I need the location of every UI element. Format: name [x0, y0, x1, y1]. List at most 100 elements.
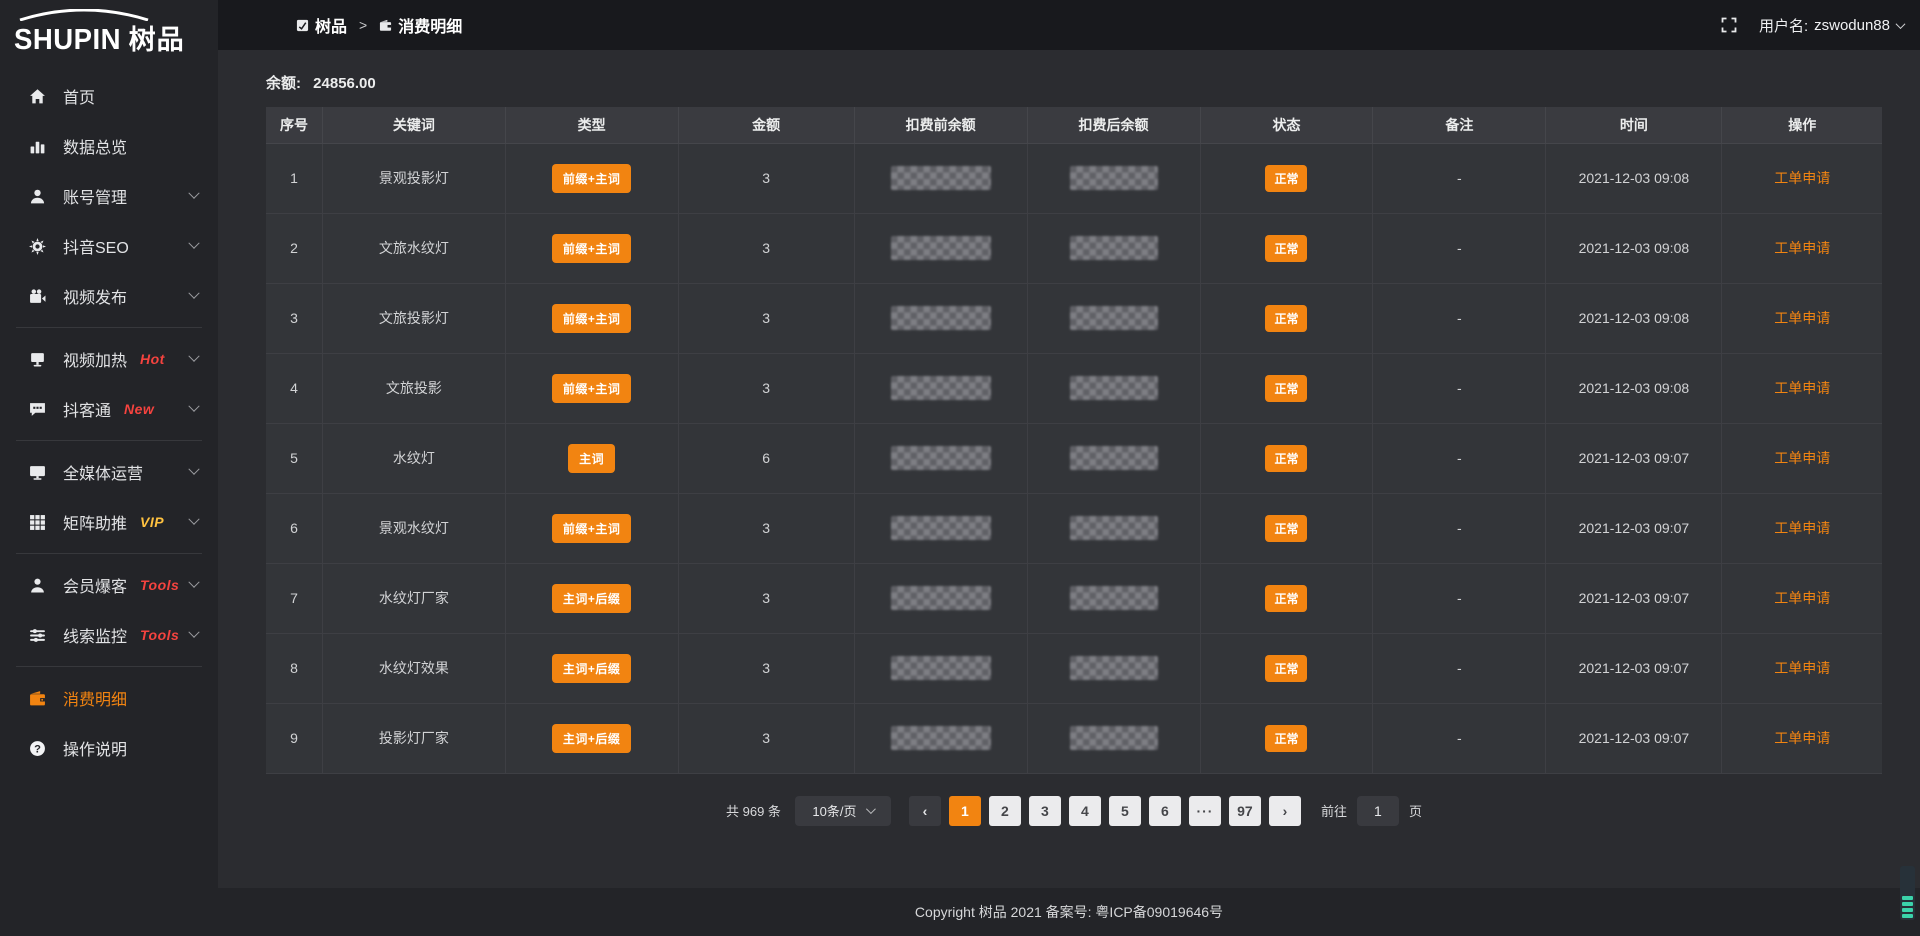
logo-arc [19, 9, 149, 21]
ticket-apply-link[interactable]: 工单申请 [1774, 170, 1831, 186]
sidebar-item-all-media[interactable]: 全媒体运营 [0, 447, 218, 497]
sidebar-item-label: 会员爆客 [63, 579, 128, 596]
status-badge: 正常 [1265, 654, 1308, 682]
chevron-down-icon [188, 237, 200, 249]
sidebar-item-member-tools[interactable]: 会员爆客 Tools [0, 560, 218, 610]
sidebar-item-douketong[interactable]: 抖客通 New [0, 384, 218, 434]
member-icon [28, 576, 46, 594]
pagination: 共 969 条 10条/页 ‹ 1 2 3 4 5 6 ··· 97 › 前往 … [266, 795, 1882, 826]
balance: 余额: 24856.00 [266, 70, 1882, 93]
cell-no: 7 [266, 562, 324, 634]
ticket-apply-link[interactable]: 工单申请 [1774, 520, 1831, 536]
breadcrumb-item-home[interactable]: 树品 [296, 13, 347, 37]
cell-balance-after [1026, 352, 1201, 424]
sidebar-item-data-overview[interactable]: 数据总览 [0, 121, 218, 171]
cell-balance-before [853, 142, 1028, 214]
cell-action: 工单申请 [1721, 562, 1882, 634]
more-pages-button[interactable]: ··· [1188, 795, 1221, 826]
sidebar-item-consumption-detail[interactable]: 消费明细 [0, 673, 218, 723]
type-badge: 前缀+主词 [551, 233, 632, 263]
sidebar-divider [16, 666, 202, 667]
cell-keyword: 投影灯厂家 [322, 702, 506, 774]
ticket-apply-link[interactable]: 工单申请 [1774, 310, 1831, 326]
cell-status: 正常 [1199, 562, 1374, 634]
page-button-1[interactable]: 1 [948, 795, 981, 826]
cell-time: 2021-12-03 09:08 [1545, 142, 1723, 214]
breadcrumb: 树品 > 消费明细 [296, 13, 462, 37]
cell-action: 工单申请 [1721, 492, 1882, 564]
page-button-5[interactable]: 5 [1108, 795, 1141, 826]
cell-amount: 3 [677, 142, 855, 214]
username-label: 用户名: [1758, 17, 1809, 35]
page-size-select[interactable]: 10条/页 [794, 795, 891, 826]
breadcrumb-item-current[interactable]: 消费明细 [379, 13, 462, 37]
col-balance-before: 扣费前余额 [853, 107, 1028, 144]
cell-type: 前缀+主词 [504, 492, 679, 564]
page-button-97[interactable]: 97 [1228, 795, 1261, 826]
cell-status: 正常 [1199, 702, 1374, 774]
table-header-row: 序号 关键词 类型 金额 扣费前余额 扣费后余额 状态 备注 时间 操作 [266, 107, 1882, 144]
ticket-apply-link[interactable]: 工单申请 [1774, 240, 1831, 256]
sidebar-item-label: 首页 [63, 90, 96, 107]
page-button-2[interactable]: 2 [988, 795, 1021, 826]
cell-type: 前缀+主词 [504, 142, 679, 214]
ticket-apply-link[interactable]: 工单申请 [1774, 590, 1831, 606]
sidebar-item-video-heat[interactable]: 视频加热 Hot [0, 334, 218, 384]
monitor-icon [28, 463, 46, 481]
status-badge: 正常 [1265, 304, 1308, 332]
cell-balance-before [853, 422, 1028, 494]
cell-type: 前缀+主词 [504, 282, 679, 354]
sidebar-item-lead-monitor[interactable]: 线索监控 Tools [0, 610, 218, 660]
page-button-4[interactable]: 4 [1068, 795, 1101, 826]
sidebar-item-instructions[interactable]: ? 操作说明 [0, 723, 218, 773]
sidebar-item-label: 抖客通 [63, 403, 112, 420]
cell-remark: - [1372, 422, 1547, 494]
cell-balance-after [1026, 212, 1201, 284]
balance-value: 24856.00 [313, 75, 376, 92]
sidebar-item-matrix-boost[interactable]: 矩阵助推 VIP [0, 497, 218, 547]
ticket-apply-link[interactable]: 工单申请 [1774, 450, 1831, 466]
cell-status: 正常 [1199, 142, 1374, 214]
col-action: 操作 [1721, 107, 1882, 144]
next-page-button[interactable]: › [1268, 795, 1301, 826]
sidebar-item-video-publish[interactable]: 视频发布 [0, 271, 218, 321]
sidebar-item-account-management[interactable]: 账号管理 [0, 171, 218, 221]
page-button-3[interactable]: 3 [1028, 795, 1061, 826]
type-badge: 主词+后缀 [551, 723, 632, 753]
goto-suffix: 页 [1408, 804, 1422, 819]
masked-balance-before [890, 586, 991, 610]
type-badge: 主词+后缀 [551, 653, 632, 683]
cell-balance-after [1026, 422, 1201, 494]
cell-balance-after [1026, 562, 1201, 634]
side-widget[interactable] [1900, 866, 1915, 920]
table-row: 2 文旅水纹灯 前缀+主词 3 正常 - 2021-12-03 09:08 工单… [266, 212, 1882, 284]
cell-action: 工单申请 [1721, 422, 1882, 494]
cell-keyword: 文旅投影 [322, 352, 506, 424]
tools-badge: Tools [140, 577, 180, 593]
sidebar-item-douyin-seo[interactable]: 抖音SEO [0, 221, 218, 271]
hot-badge: Hot [140, 351, 165, 367]
page-button-6[interactable]: 6 [1148, 795, 1181, 826]
user-menu[interactable]: 用户名: zswodun88 [1758, 15, 1906, 36]
masked-balance-after [1069, 236, 1158, 260]
sidebar-divider [16, 553, 202, 554]
sidebar-item-home[interactable]: 首页 [0, 71, 218, 121]
table-row: 9 投影灯厂家 主词+后缀 3 正常 - 2021-12-03 09:07 工单… [266, 702, 1882, 774]
prev-page-button[interactable]: ‹ [908, 795, 941, 826]
ticket-apply-link[interactable]: 工单申请 [1774, 380, 1831, 396]
grid-icon [28, 513, 46, 531]
sidebar-item-label: 矩阵助推 [63, 516, 128, 533]
cell-type: 主词 [504, 422, 679, 494]
total-count: 共 969 条 [726, 804, 781, 819]
cell-no: 4 [266, 352, 324, 424]
cell-action: 工单申请 [1721, 212, 1882, 284]
status-badge: 正常 [1265, 584, 1308, 612]
col-keyword: 关键词 [322, 107, 506, 144]
cell-keyword: 文旅水纹灯 [322, 212, 506, 284]
goto-page-input[interactable] [1356, 795, 1399, 826]
fullscreen-icon[interactable] [1721, 17, 1737, 33]
table-row: 1 景观投影灯 前缀+主词 3 正常 - 2021-12-03 09:08 工单… [266, 142, 1882, 214]
ticket-apply-link[interactable]: 工单申请 [1774, 660, 1831, 676]
ticket-apply-link[interactable]: 工单申请 [1774, 730, 1831, 746]
